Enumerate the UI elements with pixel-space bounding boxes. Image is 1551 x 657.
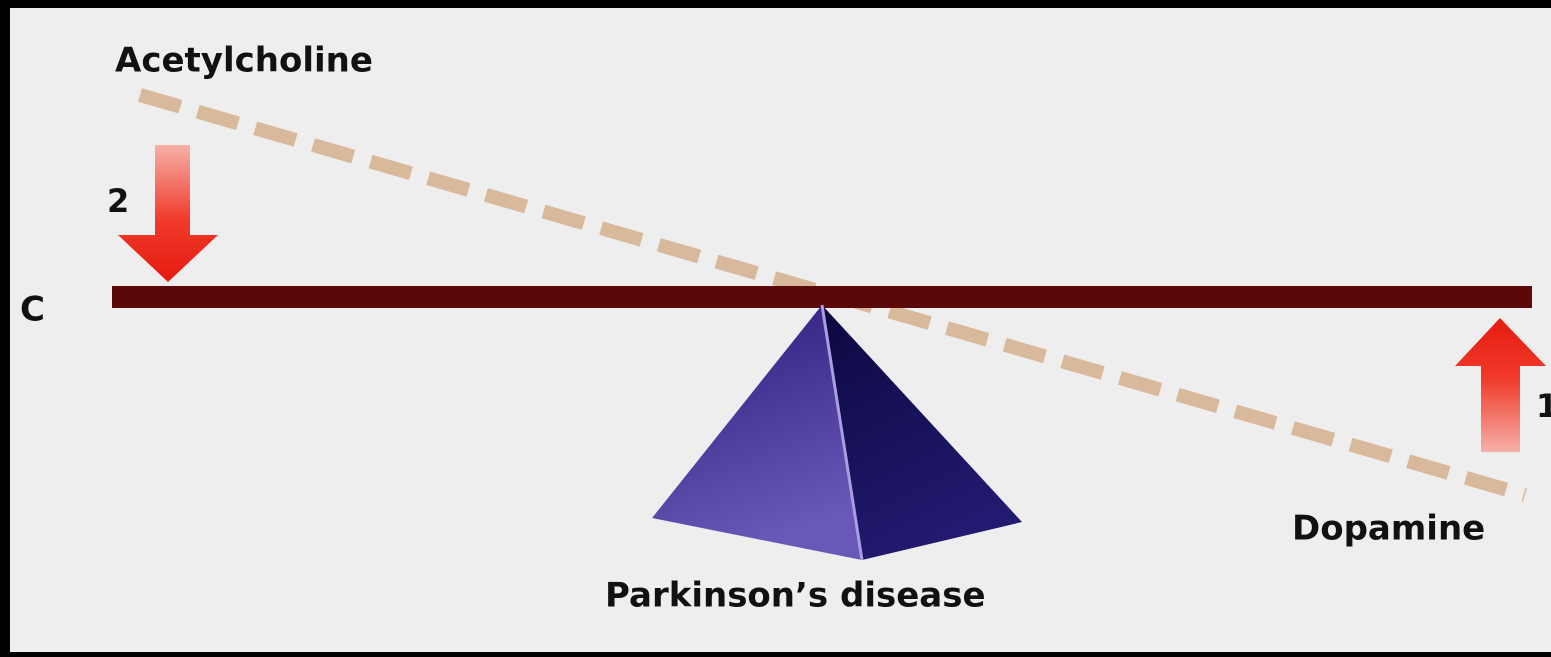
frame-top bbox=[0, 0, 1551, 8]
frame-bottom bbox=[0, 652, 1551, 657]
right-arrow-number: 1 bbox=[1536, 387, 1551, 425]
fulcrum-label: Parkinson’s disease bbox=[605, 576, 986, 616]
up-arrow bbox=[1455, 318, 1546, 452]
fulcrum-left-face bbox=[652, 305, 862, 560]
down-arrow bbox=[118, 145, 218, 282]
panel bbox=[10, 8, 1551, 653]
fulcrum-right-face bbox=[822, 305, 1022, 560]
left-end-label: C bbox=[20, 290, 45, 330]
left-arrow-number: 2 bbox=[107, 182, 129, 220]
fulcrum-edge bbox=[820, 304, 864, 561]
balance-beam bbox=[112, 286, 1532, 308]
bottom-right-label: Dopamine bbox=[1292, 509, 1485, 549]
frame-left bbox=[0, 0, 10, 657]
top-label: Acetylcholine bbox=[115, 41, 373, 81]
